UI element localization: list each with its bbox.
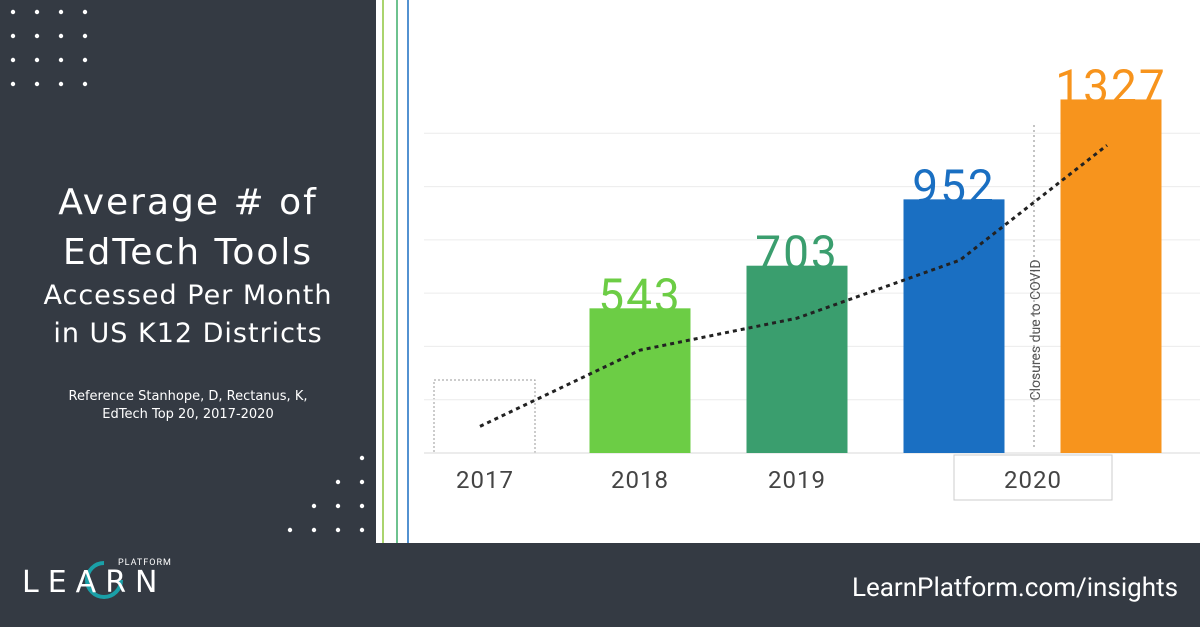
value-label: 952 bbox=[912, 160, 996, 214]
dot bbox=[82, 81, 88, 87]
value-label: 543 bbox=[598, 269, 682, 323]
decoration bbox=[10, 9, 365, 533]
x-tick-label: 2017 bbox=[456, 466, 514, 494]
dot bbox=[82, 57, 88, 63]
bar bbox=[746, 265, 848, 453]
dot bbox=[335, 479, 341, 485]
dot bbox=[10, 33, 16, 39]
dot bbox=[311, 527, 317, 533]
value-label: 703 bbox=[755, 227, 839, 281]
annotation: Closures due to COVID bbox=[1028, 259, 1044, 400]
dot bbox=[34, 81, 40, 87]
dot bbox=[34, 33, 40, 39]
title-line: EdTech Tools bbox=[63, 232, 313, 273]
title-block: Average # of EdTech Tools Accessed Per M… bbox=[43, 182, 332, 422]
dot bbox=[311, 503, 317, 509]
dot bbox=[335, 503, 341, 509]
dot bbox=[82, 9, 88, 15]
dot bbox=[335, 527, 341, 533]
dot bbox=[359, 479, 365, 485]
dot bbox=[10, 57, 16, 63]
logo-tag: PLATFORM bbox=[118, 558, 172, 568]
x-tick-label: 2020 bbox=[1004, 466, 1062, 494]
left-panel bbox=[0, 0, 376, 543]
logo-ring bbox=[85, 561, 123, 599]
reference: EdTech Top 20, 2017-2020 bbox=[102, 407, 273, 422]
chart: 2017 2018 2019 2020 543 703 952 1327 bbox=[424, 60, 1200, 494]
dot bbox=[34, 9, 40, 15]
logo: LEARN PLATFORM bbox=[22, 558, 172, 600]
dot bbox=[82, 33, 88, 39]
bar bbox=[903, 199, 1005, 453]
dot bbox=[34, 57, 40, 63]
reference: Reference Stanhope, D, Rectanus, K, bbox=[69, 389, 308, 404]
dot bbox=[58, 57, 64, 63]
bar bbox=[1060, 99, 1162, 454]
title-line: Accessed Per Month bbox=[43, 280, 332, 311]
dot bbox=[58, 81, 64, 87]
category-box bbox=[953, 454, 1113, 501]
footer-bar bbox=[0, 543, 1200, 627]
title-line: Average # of bbox=[58, 182, 318, 223]
trend-line bbox=[479, 144, 1108, 428]
value-label: 1327 bbox=[1055, 60, 1166, 114]
title-line: in US K12 Districts bbox=[53, 318, 322, 349]
logo-text: LEARN bbox=[22, 565, 166, 600]
bar bbox=[589, 308, 691, 453]
dot bbox=[359, 503, 365, 509]
footer-url: LearnPlatform.com/insights bbox=[852, 573, 1178, 603]
dot bbox=[10, 9, 16, 15]
dot bbox=[359, 527, 365, 533]
dot bbox=[287, 527, 293, 533]
dot bbox=[58, 33, 64, 39]
dot bbox=[10, 81, 16, 87]
x-tick-label: 2018 bbox=[611, 466, 669, 494]
x-tick-label: 2019 bbox=[768, 466, 826, 494]
dot bbox=[58, 9, 64, 15]
dot bbox=[359, 455, 365, 461]
